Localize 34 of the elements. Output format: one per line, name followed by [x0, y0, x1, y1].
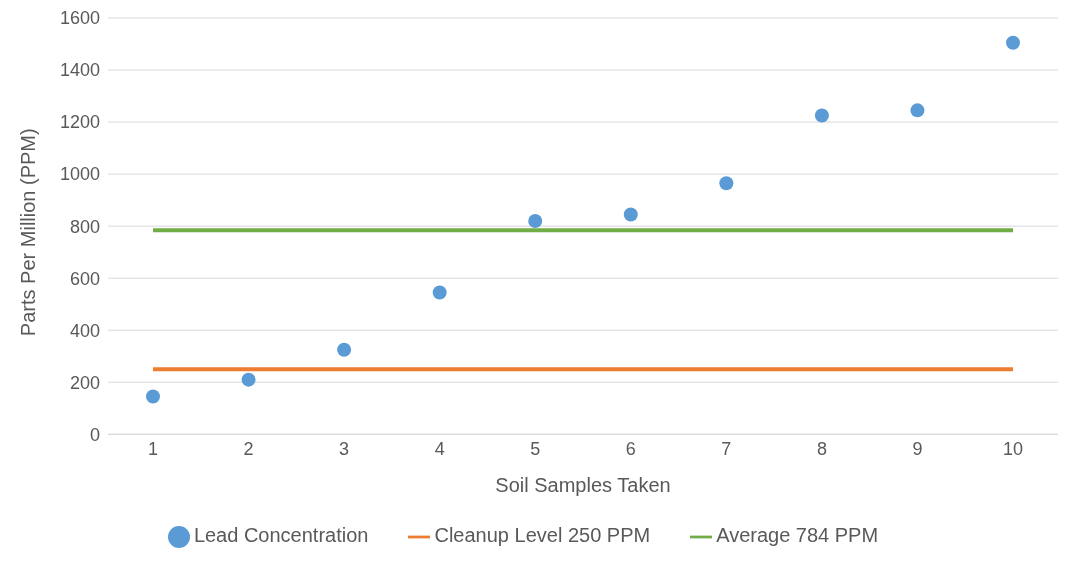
point: [528, 213, 543, 228]
point: [1006, 35, 1020, 50]
y-tick-label: 400: [69, 320, 100, 341]
legend-label: Cleanup Level 250 PPM: [434, 524, 651, 547]
x-tick-label: 10: [1002, 439, 1024, 460]
x-tick-label: 2: [243, 439, 254, 460]
x-tick-label: 7: [721, 439, 732, 460]
y-tick-label: 1400: [59, 60, 100, 81]
point: [814, 108, 829, 123]
point: [241, 372, 256, 387]
point: [623, 207, 638, 222]
x-tick-label: 9: [912, 439, 923, 460]
point: [146, 389, 160, 404]
y-tick-label: 1000: [59, 164, 100, 185]
legend-label: Lead Concentration: [193, 524, 369, 547]
point: [337, 342, 352, 357]
y-tick-label: 1200: [59, 112, 100, 133]
x-tick-label: 4: [434, 439, 445, 460]
y-tick-label: 600: [69, 268, 100, 289]
y-tick-label: 0: [89, 424, 100, 445]
x-tick-label: 5: [530, 439, 541, 460]
point: [719, 176, 734, 191]
x-tick-label: 6: [625, 439, 636, 460]
x-tick-label: 1: [147, 439, 159, 460]
x-axis-title: Soil Samples Taken: [495, 474, 671, 497]
x-tick-label: 8: [816, 439, 827, 460]
point: [432, 285, 447, 300]
legend-label: Average 784 PPM: [716, 524, 879, 547]
y-axis-title: Parts Per Million (PPM): [17, 128, 40, 337]
point: [910, 103, 925, 118]
y-tick-label: 800: [69, 216, 100, 237]
x-tick-label: 3: [339, 439, 350, 460]
y-tick-label: 200: [69, 372, 100, 393]
y-tick-label: 1600: [59, 8, 100, 29]
